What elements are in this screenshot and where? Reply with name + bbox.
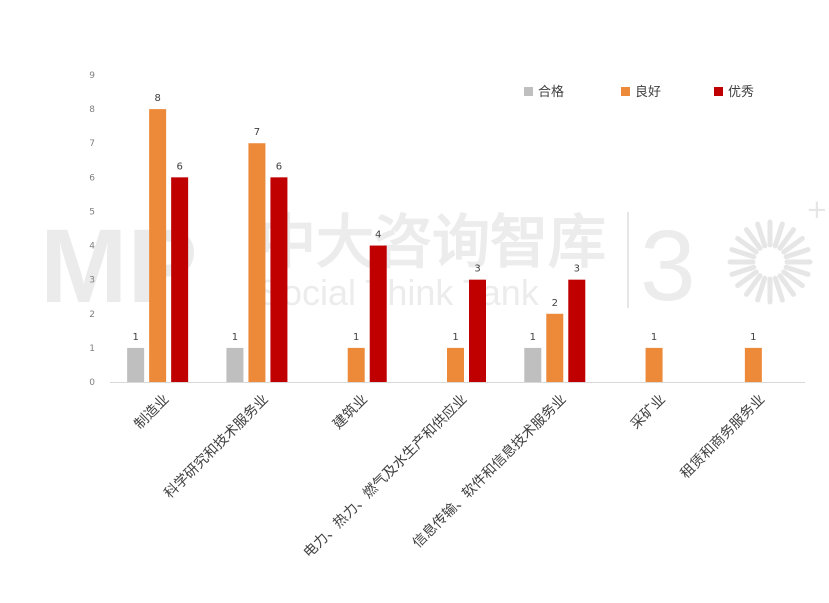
data-label: 1 — [232, 332, 238, 343]
sun-ray — [772, 275, 785, 303]
bar — [270, 177, 288, 382]
legend-swatch — [524, 87, 533, 96]
sun-ray — [783, 247, 811, 260]
legend-label: 良好 — [635, 84, 661, 100]
x-tick-label: 信息传输、软件和信息技术服务业 — [409, 391, 570, 552]
bar — [645, 347, 663, 382]
data-label: 1 — [651, 332, 657, 343]
y-tick-label: 7 — [89, 139, 95, 149]
sun-ray — [729, 264, 757, 277]
sun-ray — [772, 221, 785, 249]
y-tick-label: 9 — [89, 71, 95, 81]
bar — [127, 347, 145, 382]
bar — [546, 313, 564, 382]
sun-ray — [777, 273, 797, 297]
sun-ray — [783, 264, 811, 277]
x-tick-label: 制造业 — [131, 392, 172, 433]
x-tick-label: 科学研究和技术服务业 — [161, 392, 271, 502]
x-tick-label: 采矿业 — [628, 392, 669, 433]
y-tick-label: 0 — [89, 378, 95, 388]
x-tick-label: 电力、热力、燃气及水生产和供应业 — [300, 391, 470, 561]
sun-ray — [777, 227, 797, 251]
y-tick-label: 6 — [89, 173, 95, 183]
sun-ray — [755, 221, 768, 249]
data-label: 3 — [574, 264, 580, 275]
y-tick-label: 3 — [89, 276, 95, 286]
sun-ray — [729, 247, 757, 260]
sun-ray — [743, 227, 763, 251]
watermark-number: 3 — [640, 210, 696, 322]
bar — [248, 143, 266, 382]
x-tick-label: 建筑业 — [330, 392, 371, 433]
legend-swatch — [621, 87, 630, 96]
bar — [347, 347, 365, 382]
bar — [149, 109, 167, 382]
plot-area — [127, 109, 762, 382]
bar — [568, 279, 586, 382]
data-label: 1 — [750, 332, 756, 343]
bar — [171, 177, 189, 382]
y-axis: 0 1 2 3 4 5 6 7 8 9 — [89, 71, 805, 388]
x-tick-label: 租赁和商务服务业 — [678, 392, 769, 483]
legend-swatch — [714, 87, 723, 96]
legend: 合格 良好 优秀 — [524, 84, 754, 100]
y-tick-label: 4 — [89, 242, 95, 252]
data-label: 1 — [132, 332, 138, 343]
sun-ray — [735, 269, 759, 289]
data-label: 8 — [154, 93, 160, 104]
watermark-sun-icon — [727, 219, 813, 305]
sun-ray — [743, 273, 763, 297]
watermark-title: 中大咨询智库 — [258, 208, 606, 276]
bar — [744, 347, 762, 382]
data-label: 1 — [353, 332, 359, 343]
data-label: 6 — [276, 161, 282, 172]
data-label: 6 — [176, 161, 182, 172]
y-tick-label: 1 — [89, 344, 95, 354]
sun-ray — [755, 275, 768, 303]
bar — [524, 347, 542, 382]
data-label: 2 — [552, 298, 558, 309]
watermark-plus-icon: + — [806, 195, 828, 225]
bar — [447, 347, 464, 382]
sun-ray — [781, 235, 805, 255]
bar — [226, 347, 244, 382]
sun-ray — [735, 235, 759, 255]
y-tick-label: 2 — [89, 310, 95, 320]
y-tick-label: 8 — [89, 105, 95, 115]
data-label: 3 — [474, 264, 480, 275]
watermark-subtitle: Social Think Tank — [258, 272, 540, 313]
bar — [469, 279, 486, 382]
data-labels: 1 8 6 1 7 6 1 4 1 3 1 2 3 1 1 — [132, 93, 756, 343]
sun-ray — [781, 269, 805, 289]
data-label: 1 — [530, 332, 536, 343]
y-tick-label: 5 — [89, 207, 95, 217]
data-label: 1 — [452, 332, 458, 343]
legend-label: 优秀 — [728, 85, 754, 100]
data-label: 4 — [375, 230, 381, 241]
data-label: 7 — [254, 127, 260, 138]
bar — [369, 245, 387, 382]
legend-label: 合格 — [538, 84, 564, 100]
